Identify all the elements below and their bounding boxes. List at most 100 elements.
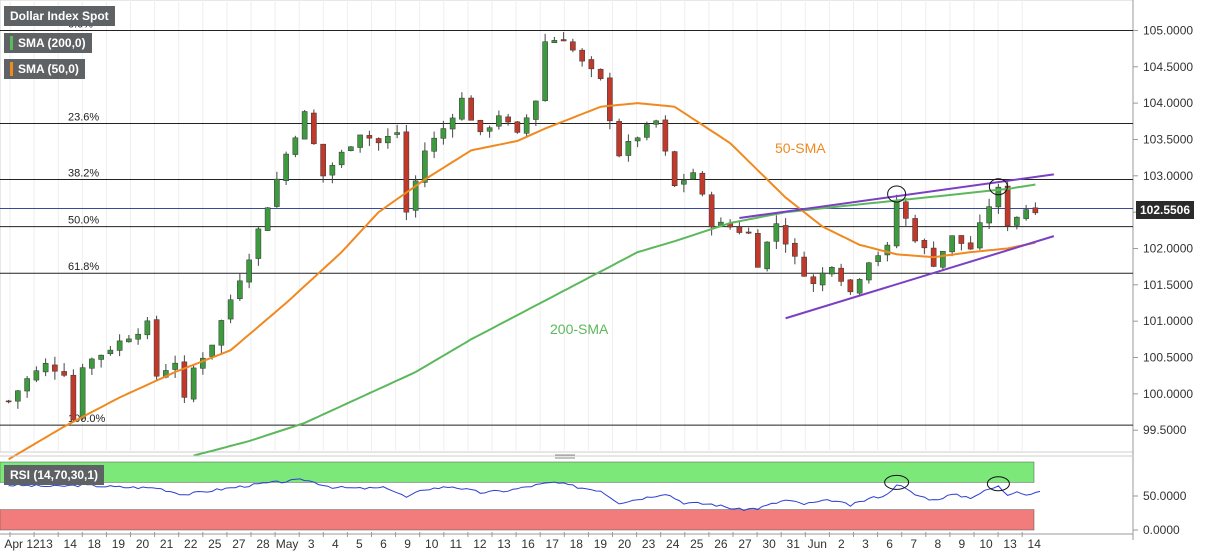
grid-layer [0, 0, 1134, 540]
candle-body [209, 344, 215, 357]
candle-body [560, 39, 567, 42]
legend-rsi[interactable]: RSI (14,70,30,1) [4, 465, 105, 485]
candle-body [967, 242, 974, 250]
main-panel-frame [0, 0, 1134, 453]
x-tick-label: 10 [425, 537, 439, 551]
candle-body [227, 299, 234, 320]
y-tick-label: 99.5000 [1143, 423, 1187, 437]
candle-body [468, 97, 474, 121]
candle-body [597, 68, 604, 79]
candle-body [708, 194, 715, 228]
candle-body [320, 143, 326, 177]
x-tick-label: 3 [308, 537, 315, 551]
rsi-line [8, 478, 1041, 512]
candle-body [792, 242, 798, 257]
candle-body [681, 180, 687, 185]
sma50-annotation: 50-SMA [775, 140, 826, 156]
candle-body [431, 137, 437, 152]
fib-level-label: 61.8% [68, 261, 99, 273]
candle-body [523, 117, 530, 134]
candle-body [884, 244, 891, 256]
candle-body [607, 77, 613, 122]
candle-body [61, 371, 67, 376]
x-tick-label: 27 [738, 537, 752, 551]
candle-body [764, 241, 770, 270]
x-tick-label: 7 [910, 537, 917, 551]
candle-body [551, 40, 558, 43]
rsi-circled-marker [986, 476, 1010, 492]
candle-body [98, 354, 104, 360]
sma200-line [193, 183, 1036, 457]
candle-body [634, 137, 641, 142]
sma-lines [8, 102, 1036, 461]
x-tick-label: 12 [473, 537, 487, 551]
candle-body [653, 120, 659, 125]
fib-level-label: 50.0% [68, 215, 99, 227]
candle-body [773, 223, 780, 242]
candle-body [255, 228, 262, 259]
candle-body [745, 231, 752, 234]
upper-channel-line [739, 173, 1055, 219]
annotations: 50-SMA 200-SMA [550, 140, 1010, 492]
x-tick-label: 26 [714, 537, 728, 551]
candle-body [366, 135, 373, 139]
candle-body [986, 206, 992, 224]
candle-body [570, 41, 576, 51]
candle-body [903, 201, 909, 219]
candle-body [237, 280, 243, 299]
x-tick-label: 14 [1028, 537, 1042, 551]
rsi-oversold-zone [0, 509, 1035, 531]
candle-body [533, 100, 539, 120]
candle-body [866, 262, 872, 281]
candle-body [829, 267, 835, 275]
last-price-value: 102.5506 [1139, 203, 1191, 217]
x-tick-label: 11 [450, 537, 463, 551]
candle-body [505, 116, 511, 123]
rsi-panel [0, 454, 1133, 531]
candle-body [24, 378, 30, 392]
fib-level-label: 23.6% [68, 111, 99, 123]
candle-body [394, 132, 400, 135]
circled-high-marker [887, 185, 907, 203]
candle-body [514, 121, 521, 133]
x-tick-label: May [276, 537, 299, 551]
candle-body [644, 124, 650, 138]
candle-body [385, 135, 391, 144]
candle-body [218, 320, 225, 346]
candlestick-series [5, 32, 1039, 423]
candle-body [875, 255, 881, 262]
candle-body [588, 59, 595, 70]
x-tick-label: 18 [88, 537, 102, 551]
candle-body [172, 362, 178, 370]
circled-high-marker [988, 178, 1008, 196]
candle-body [329, 165, 336, 176]
legend-instrument-title[interactable]: Dollar Index Spot [4, 6, 115, 26]
sma50-swatch-icon [10, 61, 13, 76]
candle-body [893, 201, 900, 247]
x-tick-label: 22 [184, 537, 198, 551]
candle-body [116, 340, 123, 351]
candle-body [477, 119, 484, 133]
y-tick-label: 100.0000 [1143, 387, 1193, 401]
candle-body [70, 374, 77, 421]
legend-sma50[interactable]: SMA (50,0) [4, 59, 85, 79]
candle-body [135, 333, 141, 340]
candle-body [422, 150, 428, 183]
candle-body [958, 235, 965, 244]
y-tick-label: 104.0000 [1143, 96, 1193, 110]
candle-body [1023, 209, 1029, 219]
candle-body [42, 363, 49, 373]
candle-body [79, 367, 86, 419]
candle-body [912, 218, 918, 242]
x-tick-label: 6 [380, 537, 387, 551]
x-tick-label: 31 [787, 537, 801, 551]
legend-sma200[interactable]: SMA (200,0) [4, 33, 92, 53]
candle-body [921, 240, 928, 249]
x-tick-label: 5 [356, 537, 363, 551]
candle-body [412, 180, 419, 211]
candle-body [403, 131, 410, 213]
candle-body [107, 349, 114, 355]
candle-body [616, 121, 622, 157]
rsi-overbought-zone [0, 461, 1035, 483]
